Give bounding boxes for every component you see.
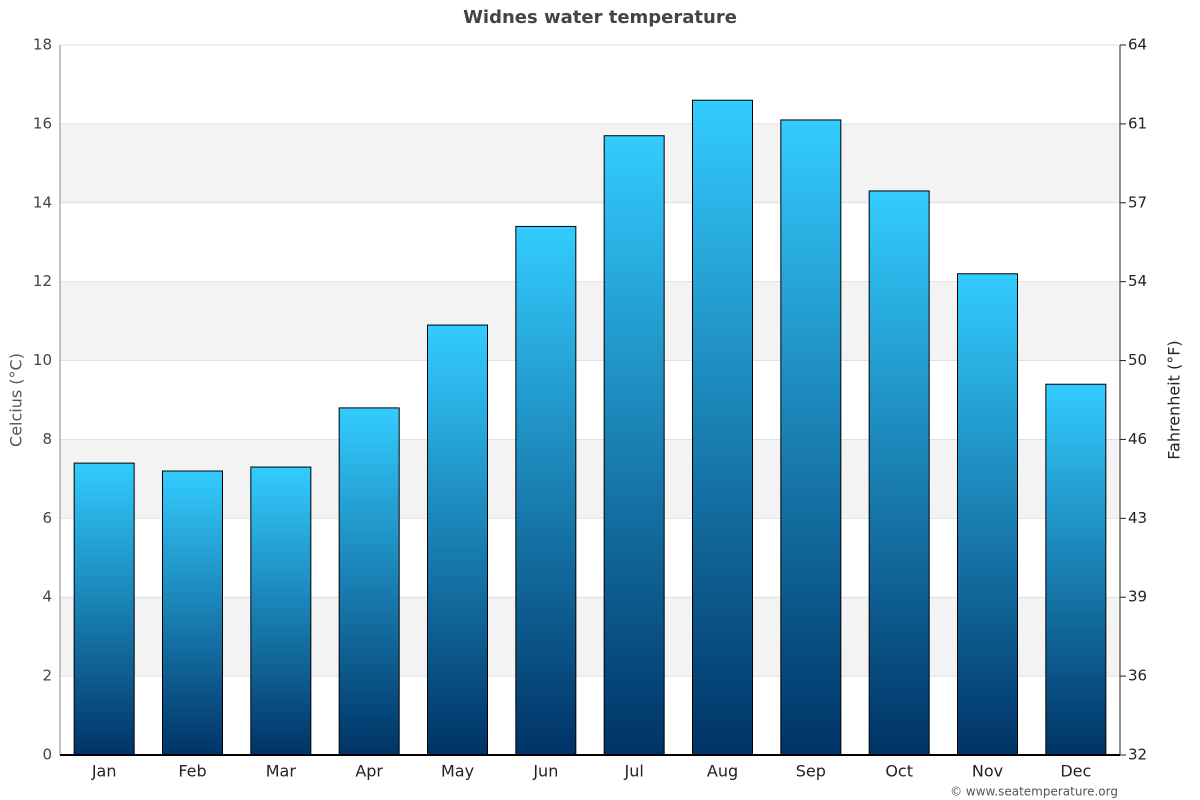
y-tick-label: 10 bbox=[33, 351, 52, 369]
y2-tick-label: 64 bbox=[1128, 36, 1147, 54]
x-tick-label: Dec bbox=[1060, 762, 1091, 781]
x-tick-label: Jun bbox=[532, 762, 558, 781]
bar bbox=[603, 135, 665, 756]
bar bbox=[162, 470, 223, 756]
x-tick-label: Sep bbox=[796, 762, 826, 781]
y-axis-label: Celcius (°C) bbox=[7, 353, 26, 447]
y-tick-label: 8 bbox=[42, 430, 52, 448]
x-tick-label: Feb bbox=[178, 762, 206, 781]
bar bbox=[515, 225, 577, 756]
y2-tick-label: 57 bbox=[1128, 193, 1147, 211]
y2-axis-label: Fahrenheit (°F) bbox=[1165, 340, 1184, 459]
x-tick-label: Aug bbox=[707, 762, 738, 781]
y-tick-label: 4 bbox=[42, 588, 52, 606]
chart-title: Widnes water temperature bbox=[463, 7, 737, 28]
grid-band bbox=[60, 597, 1120, 677]
bar bbox=[1045, 383, 1107, 756]
x-tick-label: Nov bbox=[972, 762, 1003, 781]
x-tick-label: May bbox=[441, 762, 474, 781]
y2-tick-label: 43 bbox=[1128, 509, 1147, 527]
grid-band bbox=[60, 439, 1120, 519]
y-tick-label: 18 bbox=[33, 36, 52, 54]
bar bbox=[338, 407, 400, 756]
grid-band bbox=[60, 123, 1120, 203]
y2-tick-label: 50 bbox=[1128, 351, 1147, 369]
y-tick-label: 16 bbox=[33, 114, 52, 132]
bar bbox=[868, 190, 930, 756]
y2-tick-label: 46 bbox=[1128, 430, 1147, 448]
bar bbox=[250, 466, 312, 756]
y-tick-label: 2 bbox=[42, 667, 52, 685]
y-tick-label: 14 bbox=[33, 193, 52, 211]
grid-band bbox=[60, 281, 1120, 361]
y2-tick-label: 36 bbox=[1128, 667, 1147, 685]
y2-tick-label: 32 bbox=[1128, 746, 1147, 764]
bar bbox=[957, 273, 1018, 756]
x-tick-label: Jul bbox=[624, 762, 644, 781]
bar bbox=[427, 324, 488, 756]
y2-tick-label: 39 bbox=[1128, 588, 1147, 606]
y-tick-label: 12 bbox=[33, 272, 52, 290]
bar bbox=[692, 99, 753, 756]
y-tick-label: 0 bbox=[42, 746, 52, 764]
y2-tick-label: 54 bbox=[1128, 272, 1147, 290]
x-tick-label: Apr bbox=[355, 762, 383, 781]
y2-tick-label: 61 bbox=[1128, 114, 1147, 132]
x-tick-label: Mar bbox=[266, 762, 297, 781]
x-tick-label: Jan bbox=[91, 762, 117, 781]
x-tick-label: Oct bbox=[885, 762, 913, 781]
bar bbox=[780, 119, 842, 756]
y-tick-label: 6 bbox=[42, 509, 52, 527]
credit: © www.seatemperature.org bbox=[950, 785, 1118, 799]
bar bbox=[73, 462, 135, 756]
